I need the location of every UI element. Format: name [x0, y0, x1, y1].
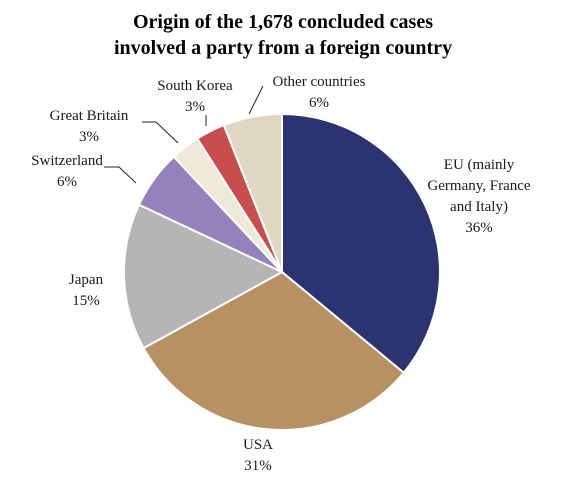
slice-value-label: 3% — [185, 99, 205, 115]
slice-value-label: 36% — [465, 220, 493, 236]
label-leader-line — [104, 166, 137, 184]
slice-category-label: Great Britain — [50, 108, 129, 124]
slice-value-label: 3% — [79, 129, 99, 145]
slice-value-label: 31% — [244, 458, 272, 474]
slice-value-label: 6% — [57, 174, 77, 190]
slice-category-label: Other countries — [273, 74, 366, 90]
slice-value-label: 15% — [72, 293, 100, 309]
chart-title-line-1: Origin of the 1,678 concluded cases — [133, 11, 433, 33]
slice-category-label: EU (mainly — [444, 157, 515, 173]
pie-slice — [123, 203, 285, 350]
pie-slice — [222, 112, 283, 273]
pie-slice — [142, 270, 406, 431]
slice-category-label: Japan — [69, 272, 104, 288]
slice-category-label: and Italy) — [450, 199, 508, 215]
label-leader-line — [248, 85, 264, 115]
slice-category-label: Germany, France — [427, 178, 530, 194]
label-leader-line — [142, 121, 179, 144]
slice-category-label: South Korea — [157, 78, 233, 94]
slice-value-label: 6% — [309, 95, 329, 111]
pie-slice — [281, 112, 441, 375]
chart-title-line-2: involved a party from a foreign country — [114, 37, 452, 59]
slice-category-label: Switzerland — [31, 153, 103, 169]
slice-category-label: USA — [243, 437, 273, 453]
